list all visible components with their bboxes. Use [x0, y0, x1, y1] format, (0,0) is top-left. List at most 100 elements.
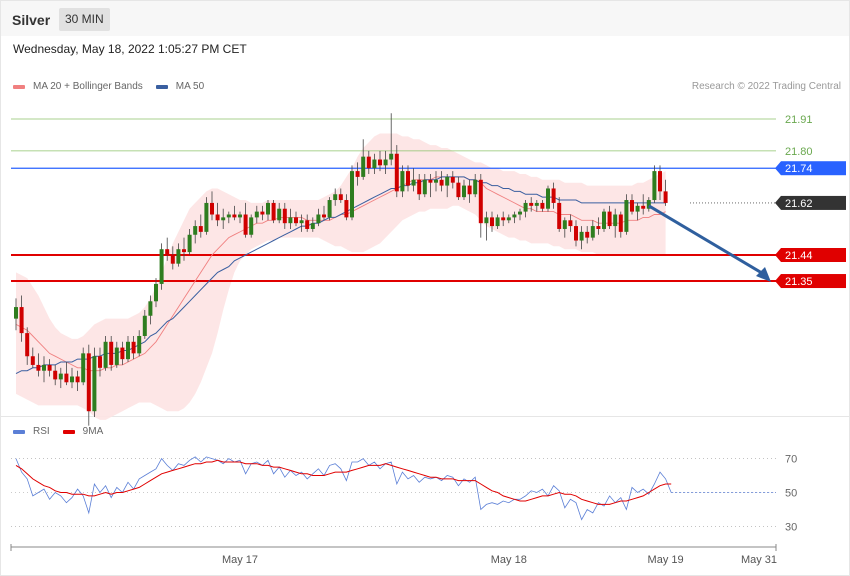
candle-bullish	[445, 176, 450, 186]
candle-bullish	[422, 179, 427, 195]
candle-bearish	[282, 208, 287, 224]
level-21-74-tag	[781, 161, 846, 176]
candle-bearish	[322, 214, 326, 218]
level-21-35-label: 21.35	[785, 276, 813, 288]
candle-bullish	[288, 217, 293, 224]
candle-bullish	[372, 159, 377, 169]
panel-divider	[1, 416, 849, 417]
candle-bullish	[590, 226, 595, 238]
candle-bearish	[232, 214, 237, 218]
candle-bullish	[495, 217, 500, 227]
candle-bearish	[47, 364, 52, 371]
candle-bearish	[378, 159, 382, 166]
rsi-ma-legend-label: 9MA	[82, 426, 104, 437]
rsi-tick-30: 30	[785, 521, 797, 533]
main-legend: MA 20 + Bollinger Bands MA 50	[13, 81, 204, 92]
candle-bearish	[210, 202, 214, 215]
ma20-swatch	[13, 84, 25, 89]
candle-bullish	[411, 179, 416, 186]
level-21-44-tag	[781, 248, 846, 262]
candle-bullish	[254, 211, 259, 218]
candle-bearish	[243, 214, 248, 235]
rsi-legend-label: RSI	[33, 426, 50, 437]
level-21-35-tag-tip	[775, 274, 781, 289]
candle-bullish	[159, 249, 164, 284]
candle-bullish	[473, 179, 478, 195]
candle-bullish	[310, 223, 315, 229]
candle-bullish	[226, 214, 231, 218]
candle-bearish	[428, 179, 433, 183]
candle-bearish	[585, 231, 590, 238]
candle-bearish	[406, 171, 410, 186]
candle-bearish	[215, 214, 220, 221]
x-tick-label: May 17	[222, 554, 258, 566]
candle-bearish	[467, 185, 472, 195]
candle-bearish	[450, 176, 455, 183]
candle-bullish	[389, 153, 394, 160]
candle-bearish	[260, 211, 265, 215]
x-tick-label: May 19	[648, 554, 684, 566]
forecast-arrow-shaft	[648, 204, 763, 275]
candle-bullish	[42, 364, 46, 371]
candle-bearish	[501, 217, 506, 221]
candle-bearish	[596, 226, 601, 229]
candle-bearish	[641, 205, 646, 209]
candle-bullish	[221, 217, 226, 221]
rsi-tick-50: 50	[785, 488, 797, 500]
rsi-line	[15, 456, 672, 521]
ma50-legend-label: MA 50	[175, 81, 205, 92]
candle-bearish	[109, 341, 114, 365]
candle-bullish	[624, 200, 629, 232]
candle-bearish	[25, 333, 30, 357]
candle-bullish	[277, 208, 282, 221]
candle-bearish	[478, 179, 483, 224]
candle-bullish	[333, 194, 338, 201]
x-tick-label: May 18	[491, 554, 527, 566]
candle-bearish	[540, 202, 545, 209]
candle-bullish	[154, 283, 158, 302]
bollinger-band	[16, 133, 666, 420]
level-21-80-label: 21.80	[785, 146, 813, 158]
level-21-44-tag-tip	[775, 248, 781, 262]
candle-bullish	[613, 214, 618, 227]
candle-bullish	[512, 214, 517, 218]
candle-bearish	[355, 171, 360, 177]
candle-bullish	[646, 200, 651, 209]
level-21-62-label: 21.62	[785, 198, 813, 210]
candle-bullish	[103, 341, 108, 368]
candle-bearish	[663, 191, 668, 203]
rsi-tick-70: 70	[785, 454, 797, 466]
candle-bullish	[400, 171, 405, 192]
candle-bearish	[456, 182, 461, 198]
rsi-swatch	[13, 429, 25, 434]
candle-bearish	[53, 370, 58, 380]
candle-bullish	[114, 347, 119, 365]
candle-bullish	[327, 200, 332, 218]
candle-bearish	[366, 156, 371, 169]
candle-bullish	[204, 202, 209, 232]
candle-bullish	[142, 315, 147, 336]
candle-bearish	[98, 356, 102, 368]
candle-bullish	[238, 214, 242, 218]
candle-bearish	[574, 226, 578, 241]
candle-bullish	[383, 159, 388, 166]
x-tick-label: May 31	[741, 554, 777, 566]
candle-bearish	[417, 179, 422, 195]
candle-bearish	[557, 202, 562, 229]
timestamp: Wednesday, May 18, 2022 1:05:27 PM CET	[13, 42, 247, 56]
candle-bearish	[607, 211, 612, 227]
candle-bearish	[439, 179, 444, 186]
candle-bullish	[176, 249, 181, 264]
candle-bullish	[187, 234, 192, 253]
candle-bullish	[534, 202, 539, 206]
level-21-74-label: 21.74	[785, 163, 813, 175]
candle-bearish	[131, 341, 136, 354]
candle-bearish	[529, 202, 534, 206]
candle-bullish	[316, 214, 321, 224]
candle-bearish	[198, 226, 203, 232]
candle-bearish	[490, 217, 494, 227]
candle-bearish	[165, 249, 170, 255]
timeframe-badge[interactable]: 30 MIN	[59, 8, 110, 31]
candle-bullish	[126, 341, 130, 360]
